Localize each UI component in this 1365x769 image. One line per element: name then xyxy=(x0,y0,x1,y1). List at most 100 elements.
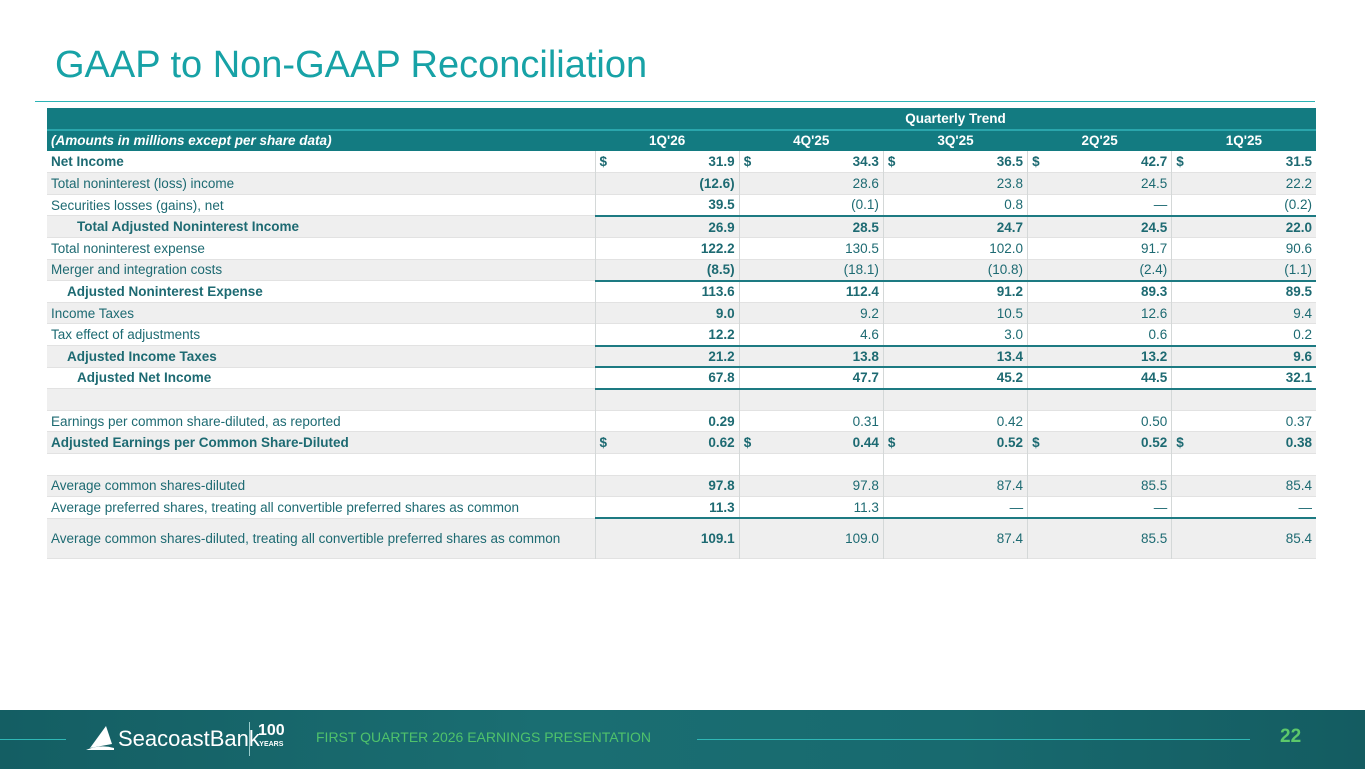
column-header: 1Q'26 xyxy=(595,129,740,152)
value-cell: (10.8) xyxy=(882,259,1028,281)
value-cell: — xyxy=(1171,496,1316,519)
dollar-sign: $ xyxy=(743,154,752,170)
value-cell: (18.1) xyxy=(738,259,884,281)
value: 0.52 xyxy=(996,435,1024,451)
value-cell: 12.2 xyxy=(594,323,740,346)
value-cell: 67.8 xyxy=(594,366,740,390)
dollar-sign: $ xyxy=(599,154,608,170)
table-row: Total noninterest expense 122.2 130.5 102.0… xyxy=(47,237,1316,260)
row-label: Average preferred shares, treating all c… xyxy=(51,499,519,515)
row-label: Adjusted Income Taxes xyxy=(47,345,595,368)
logo-separator xyxy=(249,722,250,756)
value-cell: 109.1 xyxy=(594,517,740,559)
column-header: 2Q'25 xyxy=(1027,129,1172,152)
value: 13.8 xyxy=(852,348,879,364)
column-header: 4Q'25 xyxy=(739,129,884,152)
value-cell xyxy=(594,388,740,411)
row-label xyxy=(47,454,595,476)
value-cell: (8.5) xyxy=(594,259,740,281)
value: 13.4 xyxy=(996,348,1024,364)
value-cell: 122.2 xyxy=(594,237,740,260)
value: 0.44 xyxy=(852,435,879,451)
title-divider xyxy=(35,101,1315,102)
value: 90.6 xyxy=(1285,240,1312,256)
value-cell: 91.7 xyxy=(1027,237,1172,260)
column-header: 1Q'25 xyxy=(1171,129,1316,152)
footer-line xyxy=(0,739,66,740)
value: 0.62 xyxy=(708,435,735,451)
value-cell: 13.4 xyxy=(882,344,1028,368)
value: (10.8) xyxy=(987,262,1024,278)
value-cell: — xyxy=(1027,194,1172,216)
value: 22.0 xyxy=(1285,219,1312,235)
dollar-sign: $ xyxy=(1032,435,1040,451)
value-cell: 112.4 xyxy=(738,279,884,303)
row-label: Total noninterest (loss) income xyxy=(47,172,595,195)
value: (8.5) xyxy=(706,262,735,278)
value: 97.8 xyxy=(852,478,879,494)
row-label: Income Taxes xyxy=(47,302,595,324)
value-cell: 0.42 xyxy=(882,410,1028,432)
label-spacer xyxy=(47,108,595,131)
value-cell: 44.5 xyxy=(1027,366,1172,390)
value: 28.5 xyxy=(852,219,879,235)
value: 47.7 xyxy=(852,370,879,386)
value-cell: 0.8 xyxy=(882,194,1028,216)
value-cell: $0.52 xyxy=(1027,431,1172,454)
table-row: Average common shares-diluted, treating … xyxy=(47,517,1316,559)
label-header: (Amounts in millions except per share da… xyxy=(47,129,595,152)
value-cell: 90.6 xyxy=(1171,237,1316,260)
value: 0.6 xyxy=(1148,326,1168,342)
row-label: Total noninterest expense xyxy=(51,240,205,256)
value: 0.31 xyxy=(852,413,879,429)
value: 109.1 xyxy=(700,531,735,547)
centennial-badge: 100 YEARS xyxy=(258,722,285,752)
value: 89.5 xyxy=(1285,284,1312,300)
value-cell: 24.5 xyxy=(1027,172,1172,195)
value-cell: 0.29 xyxy=(594,410,740,432)
value: 87.4 xyxy=(996,478,1024,494)
row-label: Tax effect of adjustments xyxy=(51,327,201,343)
row-label: Adjusted Noninterest Expense xyxy=(67,284,263,300)
value: 85.4 xyxy=(1285,531,1312,547)
value: 42.7 xyxy=(1140,154,1168,170)
value-cell: 22.0 xyxy=(1171,214,1316,238)
value-cell: 24.5 xyxy=(1027,214,1172,238)
value-cell: 91.2 xyxy=(882,279,1028,303)
value: 113.6 xyxy=(701,284,735,300)
value: 0.37 xyxy=(1285,413,1312,429)
dollar-sign: $ xyxy=(887,154,896,170)
value-cell: $36.5 xyxy=(882,151,1028,173)
table-row: Adjusted Earnings per Common Share-Dilut… xyxy=(47,431,1316,454)
value-cell: 85.5 xyxy=(1027,475,1172,497)
value: 34.3 xyxy=(852,154,879,170)
years-number: 100 xyxy=(258,722,285,739)
value-cell: 3.0 xyxy=(882,323,1028,346)
value-cell: 13.2 xyxy=(1027,344,1172,368)
value-cell: 9.2 xyxy=(738,302,884,324)
value-cell: 87.4 xyxy=(882,475,1028,497)
dollar-sign: $ xyxy=(1176,435,1184,451)
value: 85.5 xyxy=(1140,531,1168,547)
value: 67.8 xyxy=(708,370,735,386)
value: 22.2 xyxy=(1285,176,1312,192)
value: 122.2 xyxy=(700,240,735,256)
value-cell: 21.2 xyxy=(594,344,740,368)
value-cell: $42.7 xyxy=(1027,151,1172,173)
value-cell: 23.8 xyxy=(882,172,1028,195)
value-cell: 11.3 xyxy=(594,496,740,519)
value-cell: 85.4 xyxy=(1171,475,1316,497)
brand-name: SeacoastBank xyxy=(118,726,260,751)
value: 91.7 xyxy=(1140,240,1168,256)
value-cell: 9.0 xyxy=(594,302,740,324)
value: 13.2 xyxy=(1140,348,1168,364)
value: 109.0 xyxy=(845,531,879,547)
value: 45.2 xyxy=(996,370,1024,386)
dollar-sign: $ xyxy=(599,435,608,451)
value: 28.6 xyxy=(852,176,879,192)
row-label: Net Income xyxy=(51,154,124,170)
table-row: Adjusted Income Taxes 21.2 13.8 13.4 13.2 9.6 xyxy=(47,344,1316,368)
dollar-sign: $ xyxy=(743,435,752,451)
table-row: Adjusted Net Income 67.8 47.7 45.2 44.5 32.1 xyxy=(47,366,1316,390)
value: 0.42 xyxy=(996,413,1024,429)
